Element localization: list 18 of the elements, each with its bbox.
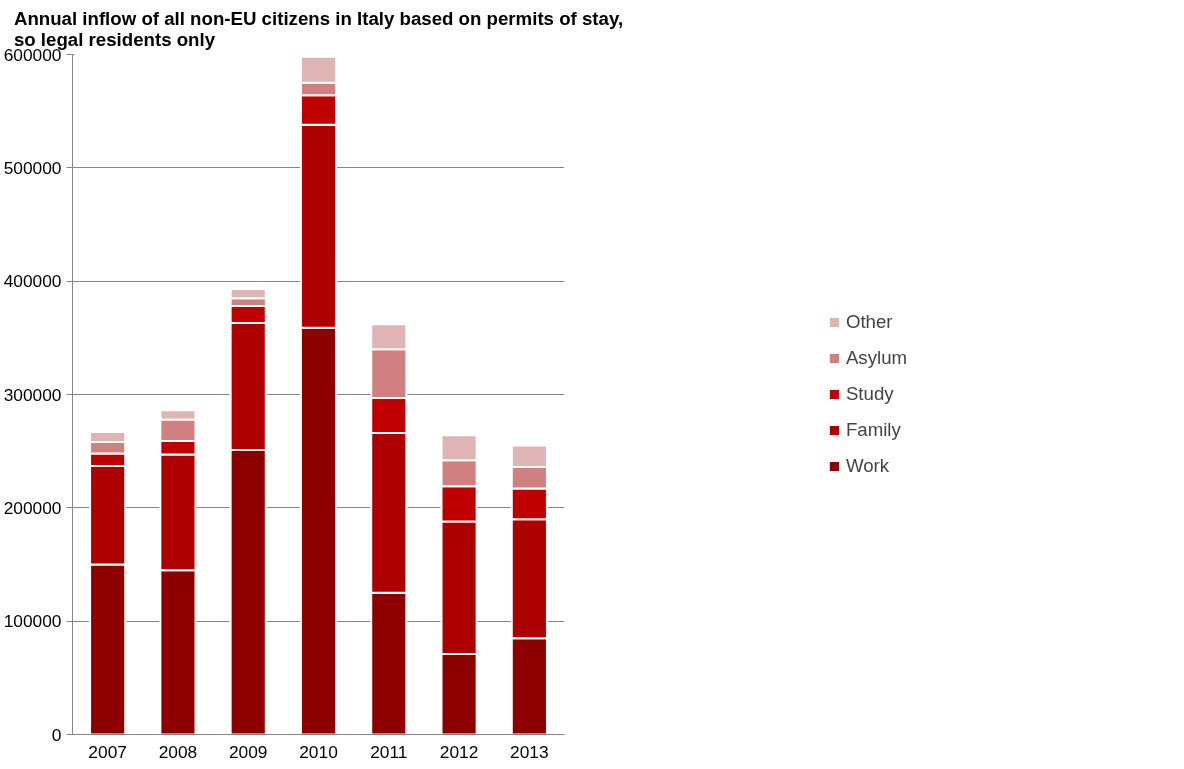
y-tick-label: 400000	[3, 271, 62, 292]
x-tick-label: 2008	[158, 741, 198, 762]
legend-label: Work	[845, 455, 890, 477]
legend-label: Other	[845, 311, 893, 333]
y-tick-label: 0	[51, 724, 62, 745]
y-tick-label: 300000	[3, 384, 62, 405]
y-tick-label: 200000	[3, 497, 62, 518]
y-tick-label: 500000	[3, 157, 62, 178]
x-tick-label: 2007	[88, 741, 127, 762]
legend-label: Family	[845, 419, 901, 441]
y-tick-label: 100000	[3, 611, 62, 632]
legend-label: Asylum	[845, 347, 908, 369]
x-tick-label: 2010	[299, 741, 338, 762]
legend-label: Study	[845, 383, 894, 405]
x-tick-label: 2012	[439, 741, 479, 762]
x-tick-label: 2009	[228, 741, 268, 762]
x-tick-label: 2011	[370, 741, 408, 762]
x-tick-label: 2013	[510, 741, 549, 762]
